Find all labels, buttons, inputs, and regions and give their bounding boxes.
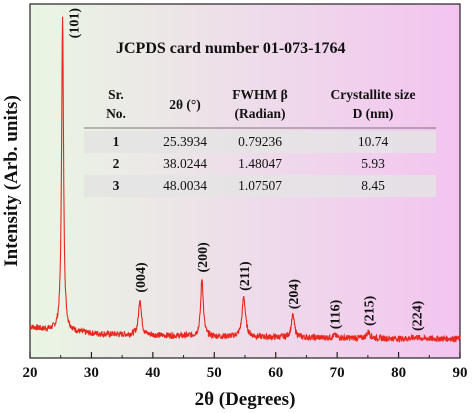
table-header: FWHM β (232, 87, 287, 102)
table-cell: 8.45 (361, 178, 385, 193)
x-tick-label-40: 40 (145, 365, 160, 381)
table-cell: 3 (113, 178, 120, 193)
table-cell: 2 (113, 156, 120, 171)
peak-label-211: (211) (238, 261, 253, 291)
table-cell: 1 (113, 134, 120, 149)
y-axis-label: Intensity (Arb. units) (1, 95, 22, 267)
x-tick-label-90: 90 (453, 365, 468, 381)
crystallite-table: Sr. No. 2θ (°) FWHM β (Radian) Crystallite si… (84, 87, 436, 197)
table-cell: 48.0034 (163, 178, 207, 193)
peak-label-116: (116) (329, 299, 344, 329)
peak-labels: (101) (004) (200) (211) (204) (116) (215) (224) (68, 8, 426, 331)
peak-label-204: (204) (287, 279, 302, 310)
xrd-pattern-line (29, 16, 461, 343)
table-cell: 5.93 (361, 156, 385, 171)
jcpds-annotation: JCPDS card number 01-073-1764 (116, 40, 345, 57)
table-header: Sr. (108, 87, 124, 102)
peak-label-200: (200) (196, 242, 211, 273)
x-axis-label: 2θ (Degrees) (195, 389, 296, 410)
table-header: 2θ (°) (169, 97, 201, 112)
x-tick-label-20: 20 (23, 365, 38, 381)
table-cell: 1.48047 (238, 156, 282, 171)
table-cell: 0.79236 (238, 134, 282, 149)
table-header: No. (106, 106, 126, 121)
peak-label-215: (215) (363, 295, 378, 326)
x-tick-label-60: 60 (268, 365, 283, 381)
table-cell: 38.0244 (163, 156, 207, 171)
table-row-shade (84, 131, 436, 153)
table-cell: 1.07507 (238, 178, 282, 193)
table-cell: 10.74 (358, 134, 389, 149)
table-header: D (nm) (353, 106, 394, 121)
table-row-shade (84, 175, 436, 197)
peak-label-101: (101) (68, 8, 83, 39)
x-tick-label-50: 50 (207, 365, 222, 381)
x-tick-label-80: 80 (391, 365, 406, 381)
table-cell: 25.3934 (163, 134, 207, 149)
table-header: Crystallite size (330, 87, 415, 102)
table-header: (Radian) (234, 106, 285, 121)
x-tick-label-70: 70 (330, 365, 345, 381)
x-tick-label-30: 30 (84, 365, 99, 381)
peak-label-004: (004) (134, 262, 149, 293)
x-ticks: 20 30 40 50 60 70 80 90 (23, 352, 468, 381)
peak-label-224: (224) (410, 300, 425, 331)
